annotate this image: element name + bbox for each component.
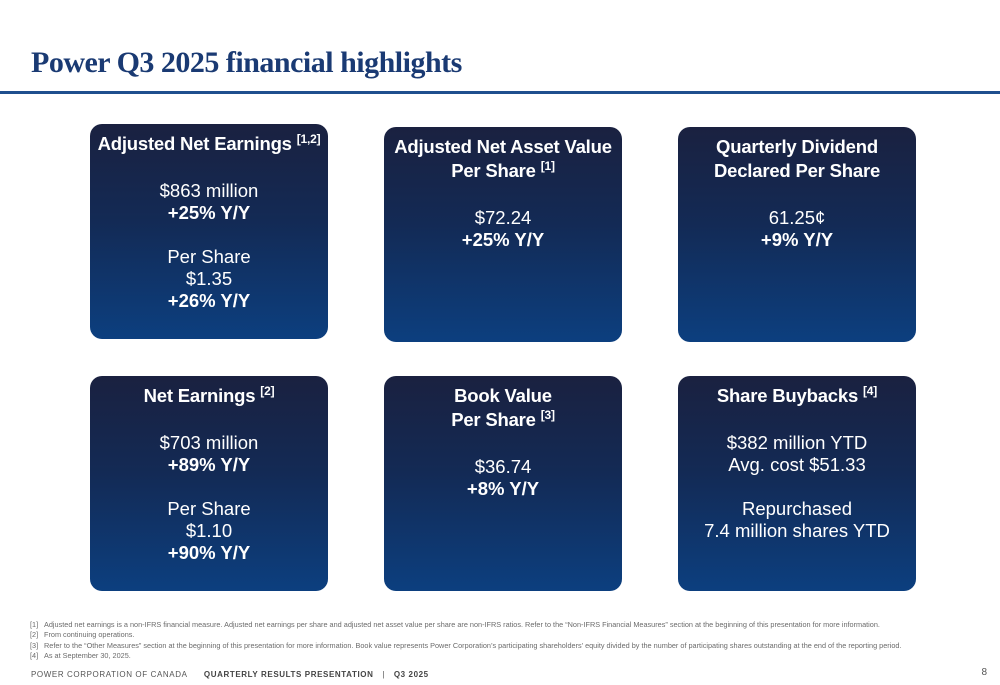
card-values: $863 million +25% Y/Y Per Share $1.35 +26% Y… bbox=[90, 180, 328, 312]
card-heading: Adjusted Net Asset Value Per Share [1] bbox=[384, 135, 622, 183]
spacer bbox=[90, 224, 328, 246]
card-heading-line: Share Buybacks bbox=[716, 385, 859, 406]
card-heading-line: Net Earnings bbox=[143, 385, 256, 406]
change-value: +8% Y/Y bbox=[466, 478, 540, 499]
card-net-earnings: Net Earnings [2] $703 million +89% Y/Y Per … bbox=[90, 376, 328, 591]
card-values: 61.25¢ +9% Y/Y bbox=[678, 207, 916, 251]
change-value: +26% Y/Y bbox=[167, 290, 251, 311]
footer-company: POWER CORPORATION OF CANADA bbox=[31, 670, 188, 679]
footnote-number: [4] bbox=[30, 651, 39, 661]
footnote: [4] As at September 30, 2025. bbox=[30, 651, 980, 661]
metric-value: Repurchased bbox=[741, 498, 853, 519]
footnote-ref: [1,2] bbox=[296, 131, 321, 146]
metric-value: $1.10 bbox=[185, 520, 233, 541]
change-value: +25% Y/Y bbox=[461, 229, 545, 250]
metric-value: $703 million bbox=[159, 432, 259, 453]
card-heading-line: Book Value bbox=[454, 385, 552, 406]
metric-value: 7.4 million shares YTD bbox=[704, 520, 890, 541]
metric-value: $863 million bbox=[159, 180, 259, 201]
footnote-ref: [2] bbox=[260, 383, 275, 398]
footnote-text: From continuing operations. bbox=[44, 630, 135, 640]
footer-presentation: QUARTERLY RESULTS PRESENTATION bbox=[203, 670, 374, 679]
card-adjusted-nav-per-share: Adjusted Net Asset Value Per Share [1] $72… bbox=[384, 127, 622, 342]
footer-quarter: Q3 2025 bbox=[393, 670, 429, 679]
card-heading-line: Declared Per Share bbox=[713, 160, 881, 181]
metric-value: $382 million YTD bbox=[726, 432, 868, 453]
footnotes: [1] Adjusted net earnings is a non-IFRS f… bbox=[30, 620, 980, 662]
page-number: 8 bbox=[981, 667, 987, 678]
metric-value: $1.35 bbox=[185, 268, 233, 289]
card-values: $36.74 +8% Y/Y bbox=[384, 456, 622, 500]
card-values: $703 million +89% Y/Y Per Share $1.10 +90% Y… bbox=[90, 432, 328, 564]
card-heading: Quarterly Dividend Declared Per Share bbox=[678, 135, 916, 183]
card-quarterly-dividend: Quarterly Dividend Declared Per Share 61.2… bbox=[678, 127, 916, 342]
card-values: $382 million YTD Avg. cost $51.33 Repurcha… bbox=[678, 432, 916, 542]
card-adjusted-net-earnings: Adjusted Net Earnings [1,2] $863 million +… bbox=[90, 124, 328, 339]
footnote-text: As at September 30, 2025. bbox=[44, 651, 131, 661]
footnote: [1] Adjusted net earnings is a non-IFRS f… bbox=[30, 620, 980, 630]
metric-value: $72.24 bbox=[474, 207, 532, 228]
change-value: +25% Y/Y bbox=[167, 202, 251, 223]
spacer bbox=[90, 476, 328, 498]
card-heading-line: Per Share bbox=[451, 160, 536, 181]
change-value: +90% Y/Y bbox=[167, 542, 251, 563]
footnote-number: [1] bbox=[30, 620, 39, 629]
metric-value: $36.74 bbox=[474, 456, 532, 477]
card-book-value-per-share: Book Value Per Share [3] $36.74 +8% Y/Y bbox=[384, 376, 622, 591]
card-heading: Net Earnings [2] bbox=[90, 384, 328, 408]
change-value: +89% Y/Y bbox=[167, 454, 251, 475]
footnote-text: Adjusted net earnings is a non-IFRS fina… bbox=[44, 620, 880, 629]
footnote: [2] From continuing operations. bbox=[30, 630, 980, 640]
card-heading-line: Quarterly Dividend bbox=[716, 136, 878, 157]
footer: POWER CORPORATION OF CANADA QUARTERLY RE… bbox=[31, 670, 429, 679]
card-heading: Share Buybacks [4] bbox=[678, 384, 916, 408]
footnote-text: Refer to the “Other Measures” section at… bbox=[44, 640, 902, 650]
footnote: [3] Refer to the “Other Measures” section… bbox=[30, 641, 980, 651]
card-values: $72.24 +25% Y/Y bbox=[384, 207, 622, 251]
card-heading-line: Adjusted Net Asset Value bbox=[394, 136, 612, 157]
card-share-buybacks: Share Buybacks [4] $382 million YTD Avg. c… bbox=[678, 376, 916, 591]
card-heading: Book Value Per Share [3] bbox=[384, 384, 622, 432]
spacer bbox=[678, 476, 916, 498]
metric-value: Avg. cost $51.33 bbox=[728, 454, 866, 475]
metric-value: 61.25¢ bbox=[768, 207, 826, 228]
card-heading-line: Adjusted Net Earnings bbox=[97, 133, 292, 154]
metric-value: Per Share bbox=[167, 246, 251, 267]
footnote-ref: [3] bbox=[540, 407, 555, 422]
footnote-ref: [4] bbox=[863, 383, 878, 398]
title-divider bbox=[0, 91, 1000, 94]
page-title: Power Q3 2025 financial highlights bbox=[31, 46, 462, 79]
change-value: +9% Y/Y bbox=[760, 229, 834, 250]
card-heading-line: Per Share bbox=[451, 409, 536, 430]
footnote-number: [3] bbox=[30, 640, 39, 650]
footnote-number: [2] bbox=[30, 630, 39, 640]
metric-value: Per Share bbox=[167, 498, 251, 519]
footnote-ref: [1] bbox=[540, 158, 555, 173]
footer-separator: | bbox=[382, 670, 385, 679]
card-heading: Adjusted Net Earnings [1,2] bbox=[90, 132, 328, 156]
